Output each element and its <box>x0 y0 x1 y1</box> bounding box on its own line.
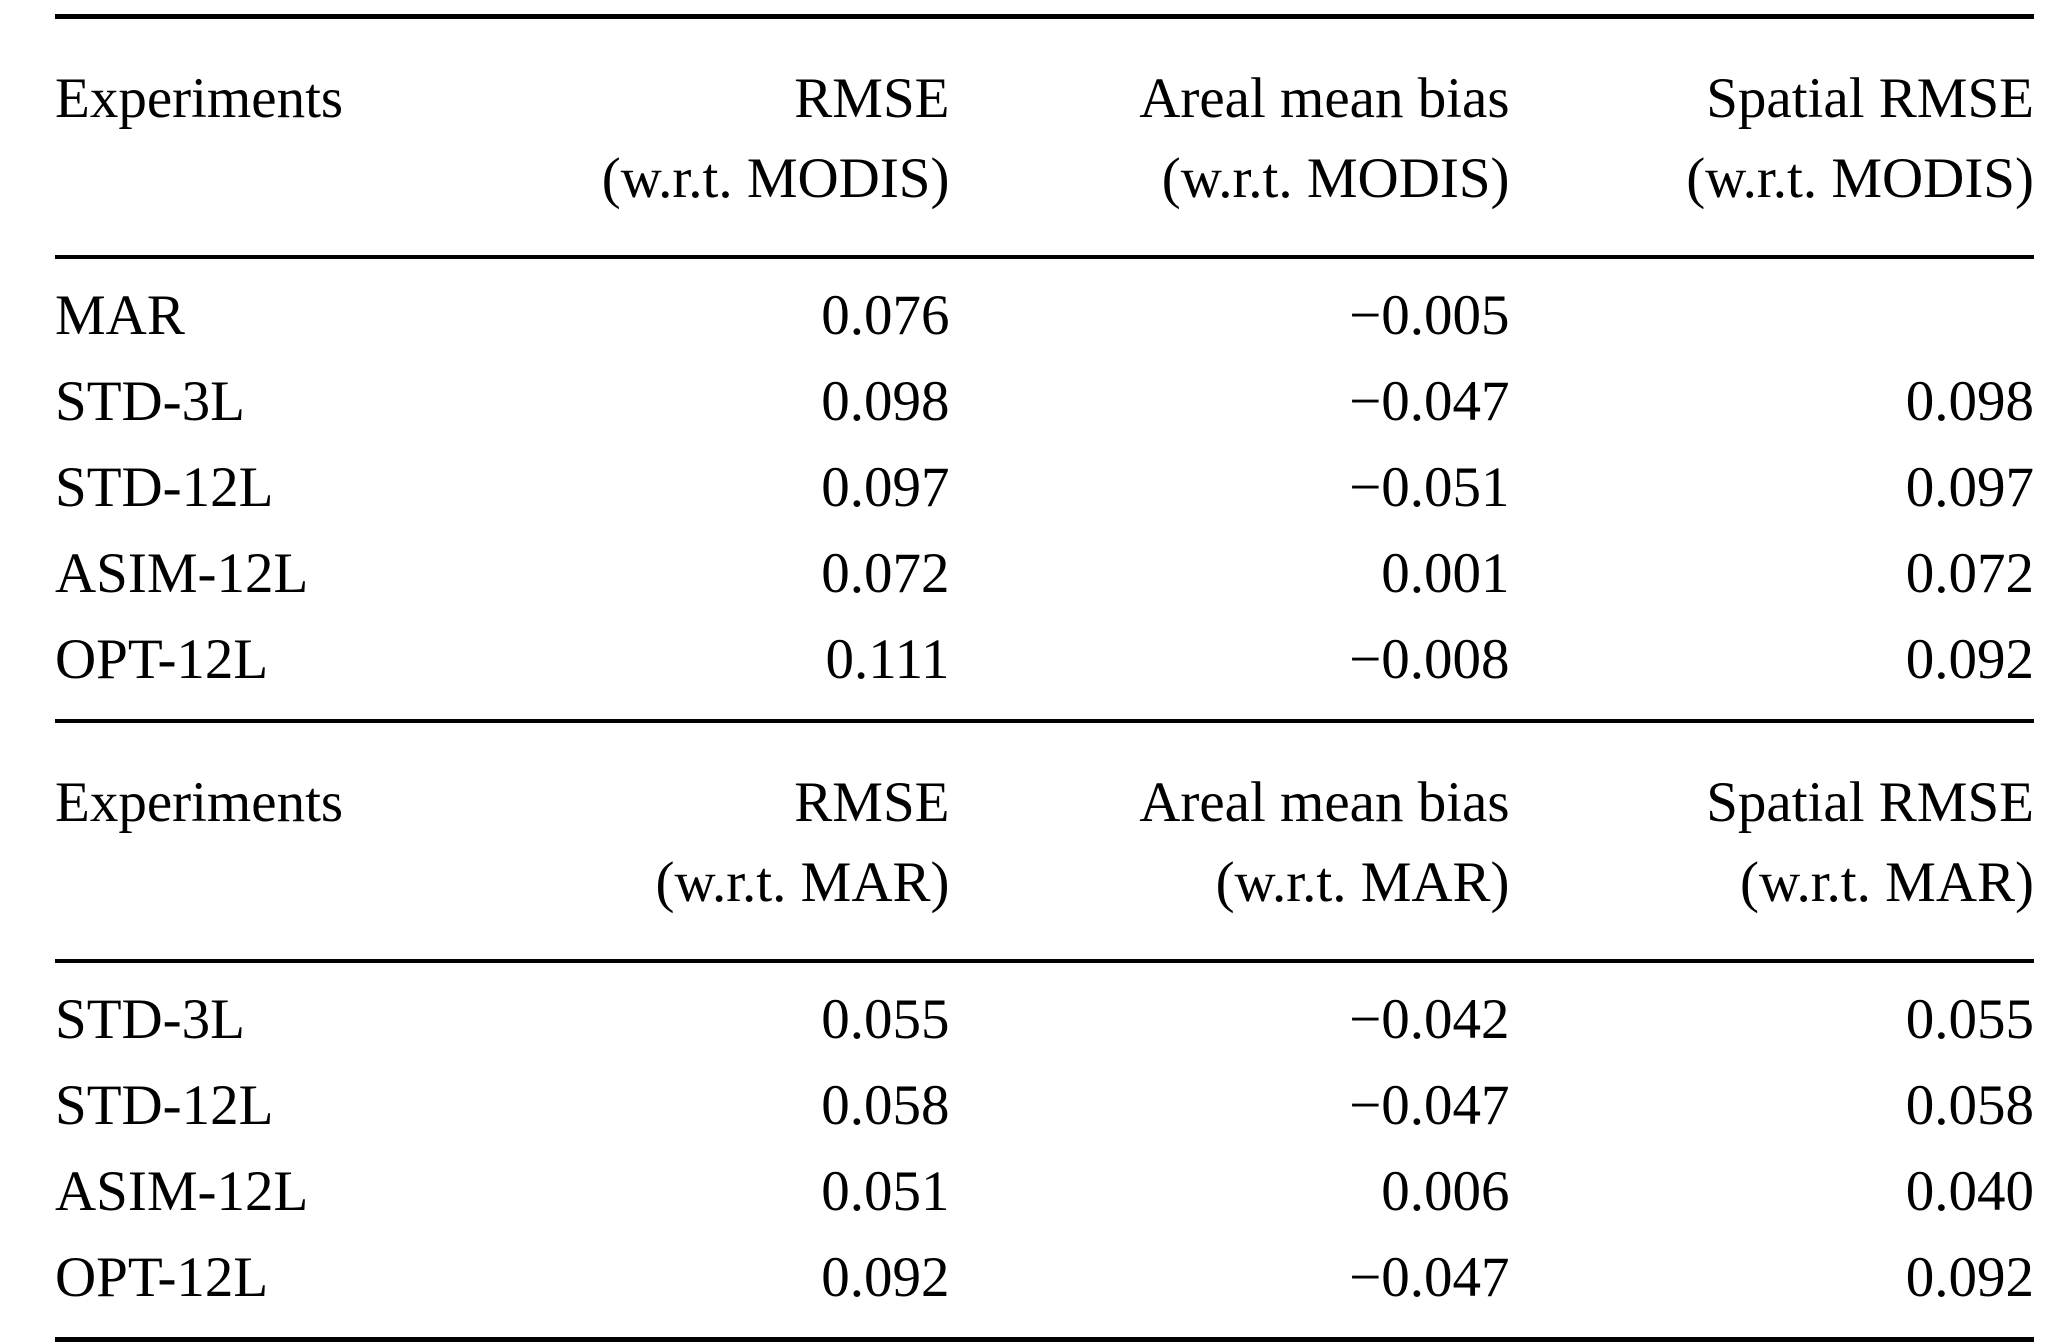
value-cell: 0.072 <box>821 542 950 605</box>
header-cell-experiments: Experiments <box>55 19 530 255</box>
value-cell: −0.047 <box>1349 370 1510 433</box>
header-row: Experiments RMSE (w.r.t. MAR) Areal mean… <box>55 723 2034 959</box>
header-label: Areal mean bias <box>1139 771 1510 834</box>
experiment-name-cell: OPT-12L <box>55 628 269 691</box>
header-sublabel <box>55 139 530 219</box>
header-cell-spatial-rmse: Spatial RMSE (w.r.t. MAR) <box>1510 723 2034 959</box>
value-cell: 0.055 <box>821 988 950 1051</box>
header-cell-areal-mean-bias: Areal mean bias (w.r.t. MAR) <box>950 723 1510 959</box>
value-cell: 0.097 <box>821 456 950 519</box>
experiment-name-cell: STD-3L <box>55 988 245 1051</box>
value-cell: 0.072 <box>1905 542 2034 605</box>
header-rule-modis <box>55 255 2034 259</box>
table-row: OPT-12L 0.092 −0.047 0.092 <box>55 1235 2034 1337</box>
value-cell: 0.058 <box>821 1074 950 1137</box>
header-label: Experiments <box>55 771 344 834</box>
table-wrt-mar: Experiments RMSE (w.r.t. MAR) Areal mean… <box>55 723 2034 959</box>
header-cell-rmse: RMSE (w.r.t. MAR) <box>530 723 950 959</box>
table-row: STD-3L 0.055 −0.042 0.055 <box>55 963 2034 1063</box>
table-wrt-modis: Experiments RMSE (w.r.t. MODIS) Areal me… <box>55 19 2034 255</box>
header-label: RMSE <box>794 67 950 130</box>
header-sublabel: (w.r.t. MODIS) <box>1686 147 2034 210</box>
table-body: MAR 0.076 −0.005 STD-3L 0.098 −0.047 0.098 STD-… <box>55 259 2034 719</box>
value-cell <box>1510 259 2034 359</box>
value-cell: −0.042 <box>1349 988 1510 1051</box>
value-cell: 0.076 <box>821 284 950 347</box>
header-cell-spatial-rmse: Spatial RMSE (w.r.t. MODIS) <box>1510 19 2034 255</box>
header-sublabel: (w.r.t. MAR) <box>1215 851 1510 914</box>
header-cell-experiments: Experiments <box>55 723 530 959</box>
experiment-name-cell: STD-3L <box>55 370 245 433</box>
value-cell: −0.047 <box>1349 1074 1510 1137</box>
header-sublabel: (w.r.t. MAR) <box>655 851 950 914</box>
header-cell-rmse: RMSE (w.r.t. MODIS) <box>530 19 950 255</box>
value-cell: 0.097 <box>1905 456 2034 519</box>
header-sublabel: (w.r.t. MAR) <box>1740 851 2034 914</box>
header-sublabel: (w.r.t. MODIS) <box>1161 147 1510 210</box>
header-cell-areal-mean-bias: Areal mean bias (w.r.t. MODIS) <box>950 19 1510 255</box>
header-label: Spatial RMSE <box>1706 771 2034 834</box>
header-label: RMSE <box>794 771 950 834</box>
header-sublabel <box>55 843 530 923</box>
table-row: MAR 0.076 −0.005 <box>55 259 2034 359</box>
value-cell: −0.005 <box>1349 284 1510 347</box>
table-body: STD-3L 0.055 −0.042 0.055 STD-12L 0.058 −0.047… <box>55 963 2034 1337</box>
table-header: Experiments RMSE (w.r.t. MAR) Areal mean… <box>55 723 2034 959</box>
value-cell: −0.008 <box>1349 628 1510 691</box>
top-rule <box>55 14 2034 19</box>
value-cell: 0.092 <box>1905 1246 2034 1309</box>
value-cell: 0.058 <box>1905 1074 2034 1137</box>
table-wrt-modis-body: MAR 0.076 −0.005 STD-3L 0.098 −0.047 0.098 STD-… <box>55 259 2034 719</box>
value-cell: 0.098 <box>821 370 950 433</box>
value-cell: −0.051 <box>1349 456 1510 519</box>
table-row: STD-3L 0.098 −0.047 0.098 <box>55 359 2034 445</box>
table-wrt-mar-body: STD-3L 0.055 −0.042 0.055 STD-12L 0.058 −0.047… <box>55 963 2034 1337</box>
section-separator-rule <box>55 719 2034 723</box>
value-cell: 0.092 <box>1905 628 2034 691</box>
value-cell: 0.001 <box>1381 542 1510 605</box>
table-row: ASIM-12L 0.051 0.006 0.040 <box>55 1149 2034 1235</box>
experiment-name-cell: OPT-12L <box>55 1246 269 1309</box>
experiment-name-cell: STD-12L <box>55 456 274 519</box>
experiment-name-cell: ASIM-12L <box>55 1160 309 1223</box>
table-header: Experiments RMSE (w.r.t. MODIS) Areal me… <box>55 19 2034 255</box>
table-row: OPT-12L 0.111 −0.008 0.092 <box>55 617 2034 719</box>
value-cell: 0.051 <box>821 1160 950 1223</box>
value-cell: 0.098 <box>1905 370 2034 433</box>
value-cell: 0.092 <box>821 1246 950 1309</box>
header-label: Spatial RMSE <box>1706 67 2034 130</box>
header-row: Experiments RMSE (w.r.t. MODIS) Areal me… <box>55 19 2034 255</box>
value-cell: 0.111 <box>825 628 950 691</box>
header-rule-mar <box>55 959 2034 963</box>
value-cell: 0.040 <box>1905 1160 2034 1223</box>
experiment-name-cell: ASIM-12L <box>55 542 309 605</box>
header-sublabel: (w.r.t. MODIS) <box>601 147 950 210</box>
header-label: Areal mean bias <box>1139 67 1510 130</box>
value-cell: −0.047 <box>1349 1246 1510 1309</box>
value-cell: 0.006 <box>1381 1160 1510 1223</box>
experiment-name-cell: STD-12L <box>55 1074 274 1137</box>
table-row: STD-12L 0.097 −0.051 0.097 <box>55 445 2034 531</box>
header-label: Experiments <box>55 67 344 130</box>
experiment-name-cell: MAR <box>55 284 185 347</box>
table-row: STD-12L 0.058 −0.047 0.058 <box>55 1063 2034 1149</box>
table-row: ASIM-12L 0.072 0.001 0.072 <box>55 531 2034 617</box>
value-cell: 0.055 <box>1905 988 2034 1051</box>
